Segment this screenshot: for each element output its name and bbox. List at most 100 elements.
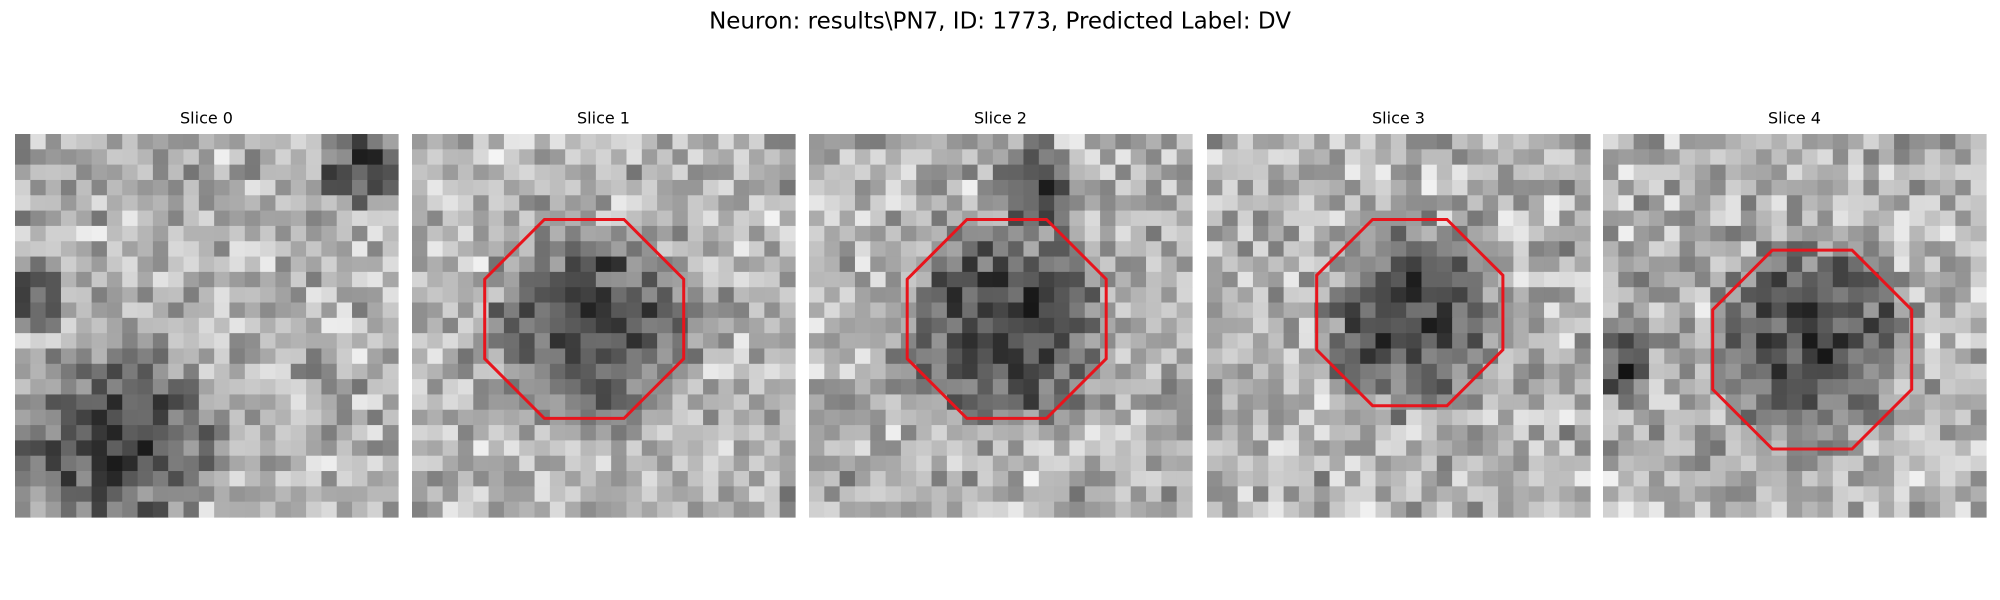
pixel bbox=[1161, 486, 1178, 503]
pixel bbox=[1375, 195, 1392, 212]
pixel bbox=[1498, 409, 1514, 426]
pixel bbox=[1207, 486, 1223, 503]
pixel bbox=[519, 179, 536, 196]
pixel bbox=[367, 409, 384, 426]
pixel bbox=[1817, 363, 1834, 380]
pixel bbox=[687, 317, 704, 334]
pixel bbox=[854, 333, 871, 350]
pixel bbox=[290, 379, 307, 396]
pixel bbox=[779, 271, 796, 288]
pixel bbox=[1544, 409, 1560, 426]
pixel bbox=[367, 302, 384, 319]
pixel bbox=[183, 195, 200, 212]
pixel bbox=[1375, 455, 1392, 472]
pixel bbox=[854, 241, 871, 258]
pixel bbox=[1100, 256, 1116, 273]
pixel bbox=[885, 149, 902, 166]
pixel bbox=[306, 225, 322, 242]
pixel bbox=[900, 363, 917, 380]
pixel bbox=[1574, 440, 1591, 457]
pixel bbox=[183, 425, 200, 441]
pixel bbox=[91, 471, 108, 487]
pixel bbox=[1633, 379, 1650, 396]
pixel bbox=[1648, 501, 1665, 518]
pixel bbox=[1633, 440, 1650, 457]
pixel bbox=[1848, 271, 1865, 288]
pixel bbox=[152, 409, 169, 426]
pixel bbox=[1786, 363, 1803, 380]
pixel bbox=[672, 333, 689, 350]
pixel bbox=[946, 440, 963, 457]
pixel bbox=[931, 471, 948, 487]
pixel bbox=[1482, 379, 1499, 396]
pixel bbox=[1482, 164, 1499, 181]
pixel bbox=[885, 425, 902, 441]
pixel bbox=[1038, 440, 1055, 457]
pixel bbox=[931, 195, 948, 212]
pixel bbox=[687, 333, 704, 350]
pixel bbox=[488, 134, 505, 150]
pixel bbox=[1832, 471, 1849, 487]
pixel bbox=[106, 179, 123, 196]
pixel bbox=[900, 164, 917, 181]
pixel bbox=[885, 164, 902, 181]
pixel bbox=[1482, 333, 1499, 350]
pixel bbox=[1161, 348, 1178, 365]
pixel bbox=[488, 425, 505, 441]
pixel bbox=[1544, 195, 1560, 212]
pixel bbox=[1559, 440, 1576, 457]
pixel bbox=[885, 379, 902, 396]
pixel bbox=[91, 317, 108, 334]
pixel bbox=[275, 225, 292, 242]
pixel bbox=[626, 486, 643, 503]
pixel bbox=[214, 317, 231, 334]
pixel bbox=[931, 501, 948, 518]
pixel bbox=[657, 486, 674, 503]
pixel bbox=[260, 241, 277, 258]
pixel bbox=[839, 287, 856, 304]
pixel bbox=[809, 302, 825, 319]
pixel bbox=[1344, 501, 1361, 518]
pixel bbox=[1740, 333, 1757, 350]
pixel bbox=[1406, 425, 1423, 441]
pixel bbox=[152, 179, 169, 196]
pixel bbox=[1786, 149, 1803, 166]
pixel bbox=[1924, 241, 1941, 258]
pixel bbox=[1252, 471, 1269, 487]
pixel bbox=[183, 471, 200, 487]
pixel bbox=[503, 394, 520, 411]
pixel bbox=[91, 271, 108, 288]
pixel bbox=[1940, 134, 1956, 150]
pixel bbox=[1207, 134, 1223, 150]
pixel bbox=[442, 225, 459, 242]
pixel bbox=[1909, 241, 1926, 258]
pixel bbox=[1054, 379, 1071, 396]
pixel bbox=[336, 164, 353, 181]
pixel bbox=[1603, 256, 1619, 273]
pixel bbox=[137, 179, 154, 196]
pixel bbox=[1694, 501, 1711, 518]
pixel bbox=[214, 210, 231, 227]
pixel bbox=[260, 134, 277, 150]
pixel bbox=[1771, 225, 1788, 242]
pixel bbox=[687, 440, 704, 457]
pixel bbox=[1482, 440, 1499, 457]
pixel bbox=[1513, 455, 1530, 472]
pixel bbox=[1725, 210, 1742, 227]
pixel bbox=[1725, 425, 1742, 441]
pixel bbox=[1710, 179, 1727, 196]
pixel bbox=[1268, 317, 1285, 334]
pixel bbox=[1436, 287, 1453, 304]
pixel bbox=[1498, 425, 1514, 441]
pixel bbox=[1360, 287, 1377, 304]
pixel bbox=[244, 363, 261, 380]
pixel bbox=[336, 317, 353, 334]
pixel bbox=[1237, 333, 1254, 350]
pixel bbox=[962, 256, 979, 273]
pixel bbox=[1375, 486, 1392, 503]
pixel bbox=[1513, 149, 1530, 166]
pixel bbox=[657, 409, 674, 426]
pixel bbox=[457, 379, 474, 396]
slice-image bbox=[412, 134, 796, 518]
pixel bbox=[809, 271, 825, 288]
